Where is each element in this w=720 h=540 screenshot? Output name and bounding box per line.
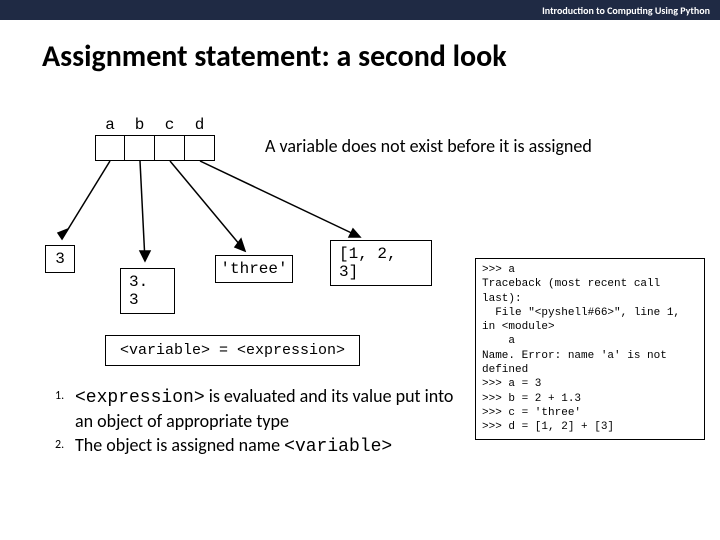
expr-token: <expression>	[75, 388, 205, 408]
var-label-a: a	[105, 116, 115, 134]
arrow-d	[195, 161, 375, 246]
var-label-c: c	[165, 116, 175, 134]
list-text-2a: The object is assigned name	[75, 434, 284, 456]
var-label-d: d	[195, 116, 205, 134]
explanation-text: A variable does not exist before it is a…	[265, 135, 592, 157]
list-text-1: <expression> is evaluated and its value …	[75, 385, 455, 432]
list-item-1: 1. <expression> is evaluated and its val…	[55, 385, 455, 432]
arrow-b	[130, 161, 160, 271]
header-bar: Introduction to Computing Using Python	[0, 0, 720, 20]
header-label: Introduction to Computing Using Python	[542, 4, 710, 17]
slide-title: Assignment statement: a second look	[42, 38, 720, 75]
variable-row: a b c d	[95, 135, 215, 161]
var-cell-b: b	[125, 135, 155, 161]
var-cell-a: a	[95, 135, 125, 161]
list-item-2: 2. The object is assigned name <variable…	[55, 434, 455, 459]
var-cell-d: d	[185, 135, 215, 161]
value-box-33: 3. 3	[120, 268, 175, 314]
list-num-1: 1.	[55, 385, 69, 432]
var-cell-c: c	[155, 135, 185, 161]
code-output: >>> a Traceback (most recent call last):…	[475, 258, 705, 440]
value-box-list: [1, 2, 3]	[330, 240, 432, 286]
formula-box: <variable> = <expression>	[105, 335, 360, 366]
numbered-list: 1. <expression> is evaluated and its val…	[55, 385, 455, 461]
arrow-a	[50, 161, 120, 251]
list-text-2: The object is assigned name <variable>	[75, 434, 392, 459]
var-label-b: b	[135, 116, 145, 134]
var-token: <variable>	[284, 437, 392, 457]
list-num-2: 2.	[55, 434, 69, 459]
